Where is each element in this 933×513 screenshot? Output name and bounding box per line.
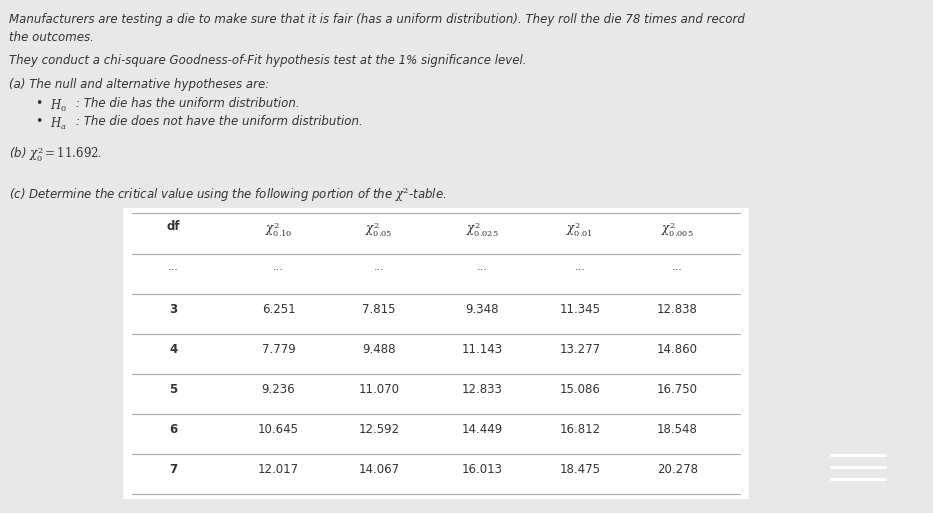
Text: : The die does not have the uniform distribution.: : The die does not have the uniform dist… xyxy=(76,115,363,128)
Text: ...: ... xyxy=(672,262,683,271)
Text: 20.278: 20.278 xyxy=(657,463,698,476)
FancyBboxPatch shape xyxy=(123,208,748,499)
Text: 16.812: 16.812 xyxy=(559,423,600,436)
Text: 7: 7 xyxy=(170,463,177,476)
Text: $\chi^2_{0.10}$: $\chi^2_{0.10}$ xyxy=(265,220,292,239)
Text: $\chi^2_{0.005}$: $\chi^2_{0.005}$ xyxy=(661,220,694,239)
Text: 11.143: 11.143 xyxy=(462,343,503,356)
Text: 7.815: 7.815 xyxy=(362,303,396,316)
Text: Manufacturers are testing a die to make sure that it is fair (has a uniform dist: Manufacturers are testing a die to make … xyxy=(9,13,745,26)
Text: ...: ... xyxy=(477,262,487,271)
Text: ...: ... xyxy=(575,262,585,271)
Text: 11.070: 11.070 xyxy=(358,383,399,396)
Text: ...: ... xyxy=(373,262,384,271)
Text: ...: ... xyxy=(273,262,284,271)
Text: 12.592: 12.592 xyxy=(358,423,399,436)
Text: $\chi^2_{0.01}$: $\chi^2_{0.01}$ xyxy=(566,220,593,239)
Text: 18.475: 18.475 xyxy=(559,463,600,476)
Text: 12.838: 12.838 xyxy=(657,303,698,316)
Text: 11.345: 11.345 xyxy=(559,303,600,316)
Text: $H_a$: $H_a$ xyxy=(50,115,67,131)
Text: 12.017: 12.017 xyxy=(258,463,299,476)
Text: 14.449: 14.449 xyxy=(462,423,503,436)
Text: 14.860: 14.860 xyxy=(657,343,698,356)
Text: 15.086: 15.086 xyxy=(559,383,600,396)
Text: 9.348: 9.348 xyxy=(466,303,499,316)
Text: 4: 4 xyxy=(169,343,177,356)
Text: 10.645: 10.645 xyxy=(258,423,299,436)
Text: (b) $\chi_0^2 = 11.692$.: (b) $\chi_0^2 = 11.692$. xyxy=(9,145,102,164)
Text: •: • xyxy=(35,115,42,128)
Text: 13.277: 13.277 xyxy=(559,343,600,356)
Text: (a) The null and alternative hypotheses are:: (a) The null and alternative hypotheses … xyxy=(9,78,270,91)
Text: 16.750: 16.750 xyxy=(657,383,698,396)
Text: df: df xyxy=(167,220,180,232)
Text: 9.488: 9.488 xyxy=(362,343,396,356)
Text: 12.833: 12.833 xyxy=(462,383,503,396)
Text: 14.067: 14.067 xyxy=(358,463,399,476)
Text: $\chi^2_{0.05}$: $\chi^2_{0.05}$ xyxy=(365,220,393,239)
Text: 18.548: 18.548 xyxy=(657,423,698,436)
Text: They conduct a chi-square Goodness-of-Fit hypothesis test at the 1% significance: They conduct a chi-square Goodness-of-Fi… xyxy=(9,54,526,67)
Text: : The die has the uniform distribution.: : The die has the uniform distribution. xyxy=(76,97,299,110)
Text: 6.251: 6.251 xyxy=(261,303,295,316)
Text: 5: 5 xyxy=(169,383,177,396)
Text: •: • xyxy=(35,97,42,110)
Text: 9.236: 9.236 xyxy=(261,383,295,396)
Text: the outcomes.: the outcomes. xyxy=(9,31,94,44)
Text: ...: ... xyxy=(168,262,179,271)
Text: 6: 6 xyxy=(169,423,177,436)
Text: $H_0$: $H_0$ xyxy=(50,97,67,113)
Text: 16.013: 16.013 xyxy=(462,463,503,476)
Text: $\chi^2_{0.025}$: $\chi^2_{0.025}$ xyxy=(466,220,498,239)
Text: 3: 3 xyxy=(170,303,177,316)
Text: 7.779: 7.779 xyxy=(261,343,296,356)
Text: (c) Determine the critical value using the following portion of the $\chi^2$-tab: (c) Determine the critical value using t… xyxy=(9,185,447,204)
